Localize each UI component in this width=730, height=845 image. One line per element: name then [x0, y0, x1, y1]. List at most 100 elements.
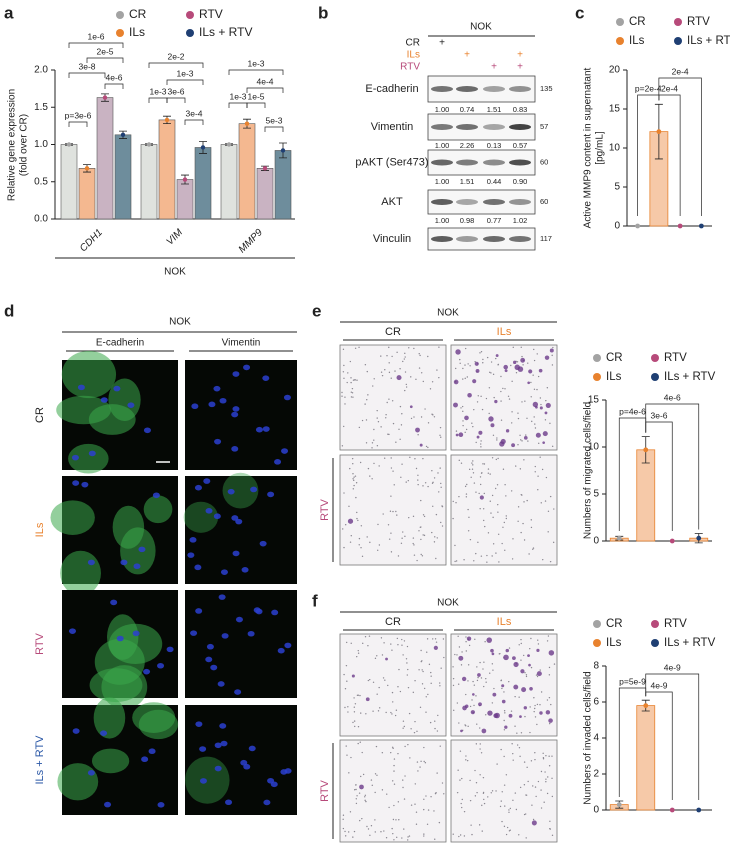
pore — [530, 760, 533, 762]
pore — [435, 641, 438, 643]
cell — [505, 648, 510, 653]
pore — [532, 785, 534, 787]
pore — [539, 704, 541, 706]
pore — [413, 347, 415, 350]
pore — [397, 644, 399, 646]
cell — [415, 427, 420, 433]
cell — [504, 369, 508, 373]
pore — [367, 679, 370, 682]
pore — [481, 830, 483, 832]
pore — [355, 788, 357, 791]
y-tick-label: 1.5 — [34, 102, 48, 113]
p-value: p=2e-4 — [635, 83, 662, 93]
pore — [347, 711, 349, 713]
pore — [491, 790, 494, 792]
pore — [369, 541, 371, 544]
pore — [439, 434, 441, 437]
pore — [425, 696, 427, 698]
cell — [365, 697, 370, 702]
pore — [457, 635, 459, 637]
pore — [459, 834, 462, 836]
pore — [436, 730, 439, 732]
pore — [520, 732, 523, 734]
legend-marker — [116, 29, 124, 37]
pore — [361, 419, 364, 422]
pore — [376, 409, 378, 412]
pore — [550, 703, 552, 706]
pore — [399, 405, 402, 408]
pore — [459, 358, 461, 361]
pore — [423, 746, 425, 749]
pore — [507, 395, 510, 397]
pore — [398, 668, 400, 671]
pore — [377, 549, 379, 552]
bar — [176, 179, 194, 220]
nucleus — [219, 723, 227, 729]
band-quantification: 1.00 — [435, 105, 450, 114]
nucleus — [199, 746, 207, 752]
transwell-image — [450, 739, 558, 843]
pore — [523, 539, 526, 541]
pore — [376, 774, 378, 776]
pore — [503, 729, 506, 731]
cell — [112, 505, 145, 549]
cell — [548, 650, 555, 656]
pore — [482, 792, 485, 794]
nucleus — [220, 569, 228, 575]
x-tick-label: CDH1 — [78, 227, 105, 254]
pore — [520, 439, 522, 441]
blot-band — [509, 236, 531, 242]
pore — [414, 720, 416, 723]
cell — [359, 784, 364, 790]
band-quantification: 0.44 — [487, 177, 502, 186]
pore — [352, 463, 354, 465]
mean-dot — [164, 117, 170, 123]
pore — [416, 730, 418, 733]
pore — [342, 827, 345, 830]
protein-label: Vinculin — [373, 233, 411, 245]
pore — [504, 484, 506, 486]
cell — [108, 378, 141, 422]
pore — [536, 723, 538, 726]
cell — [544, 355, 550, 360]
pore — [468, 468, 471, 471]
pore — [385, 417, 387, 419]
pore — [344, 706, 346, 709]
pore — [342, 348, 345, 351]
pore — [500, 800, 502, 802]
pore — [490, 792, 492, 794]
cell — [523, 706, 528, 710]
pore — [524, 715, 526, 718]
pore — [423, 808, 425, 811]
cell — [455, 433, 459, 437]
pore — [482, 776, 485, 779]
pore — [520, 346, 522, 348]
cell — [464, 415, 469, 421]
p-value: 1e-3 — [247, 58, 264, 68]
legend-marker — [651, 639, 659, 647]
cell — [545, 710, 551, 715]
pore — [465, 650, 468, 652]
pore — [392, 422, 395, 425]
pore — [423, 798, 425, 800]
pore — [478, 824, 481, 826]
pore — [416, 761, 419, 763]
mean-dot — [669, 538, 675, 544]
pore — [412, 515, 415, 518]
pore — [437, 714, 439, 717]
pore — [526, 417, 528, 419]
y-tick-label: 0 — [593, 805, 599, 816]
nucleus — [152, 492, 160, 499]
micrograph — [50, 476, 178, 596]
pore — [519, 755, 521, 758]
pore — [549, 827, 551, 830]
pore — [429, 388, 432, 390]
pore — [371, 442, 374, 444]
cell — [500, 438, 506, 445]
pore — [477, 676, 479, 679]
pore — [391, 649, 393, 651]
pore — [370, 825, 373, 827]
treatment-label: ILs — [407, 50, 420, 61]
pore — [427, 422, 430, 424]
